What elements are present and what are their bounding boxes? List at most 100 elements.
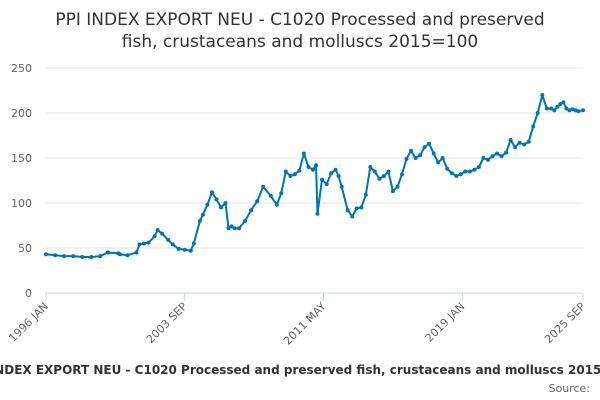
- data-point[interactable]: [182, 247, 187, 252]
- data-point[interactable]: [137, 242, 142, 247]
- data-point[interactable]: [62, 254, 67, 259]
- data-point[interactable]: [209, 190, 214, 195]
- data-point[interactable]: [197, 219, 202, 223]
- data-point[interactable]: [463, 169, 468, 174]
- data-point[interactable]: [404, 156, 409, 161]
- data-point[interactable]: [395, 184, 400, 189]
- data-point[interactable]: [166, 237, 171, 242]
- data-point[interactable]: [549, 106, 554, 111]
- data-point[interactable]: [570, 107, 575, 112]
- data-point[interactable]: [200, 212, 205, 217]
- data-point[interactable]: [495, 151, 499, 156]
- data-point[interactable]: [544, 106, 549, 111]
- legend-label[interactable]: PPI INDEX EXPORT NEU - C1020 Processed a…: [0, 363, 600, 377]
- data-point[interactable]: [288, 174, 293, 178]
- data-point[interactable]: [561, 100, 566, 105]
- data-point[interactable]: [359, 205, 364, 210]
- data-point[interactable]: [499, 154, 504, 159]
- data-point[interactable]: [368, 165, 373, 169]
- data-point[interactable]: [531, 124, 536, 129]
- data-point[interactable]: [44, 252, 48, 257]
- data-point[interactable]: [191, 241, 196, 246]
- data-point[interactable]: [155, 228, 160, 232]
- data-point[interactable]: [490, 154, 495, 159]
- data-point[interactable]: [567, 108, 572, 113]
- data-point[interactable]: [558, 102, 563, 106]
- data-point[interactable]: [390, 189, 395, 194]
- data-point[interactable]: [125, 253, 130, 258]
- data-point[interactable]: [219, 205, 223, 210]
- data-point[interactable]: [476, 165, 481, 169]
- data-point[interactable]: [336, 174, 341, 178]
- data-point[interactable]: [80, 255, 85, 259]
- data-point[interactable]: [176, 246, 181, 251]
- data-point[interactable]: [454, 174, 459, 178]
- data-point[interactable]: [229, 224, 234, 229]
- data-point[interactable]: [274, 202, 279, 207]
- data-point[interactable]: [333, 167, 338, 172]
- data-point[interactable]: [339, 184, 344, 189]
- data-point[interactable]: [513, 145, 518, 150]
- data-point[interactable]: [152, 234, 157, 239]
- data-point[interactable]: [261, 184, 266, 189]
- data-point[interactable]: [105, 250, 110, 255]
- data-point[interactable]: [315, 211, 320, 216]
- data-point[interactable]: [413, 156, 418, 160]
- data-point[interactable]: [427, 141, 432, 146]
- data-point[interactable]: [345, 208, 350, 213]
- data-point[interactable]: [418, 153, 423, 158]
- data-point[interactable]: [436, 160, 441, 165]
- data-point[interactable]: [53, 253, 58, 258]
- data-point[interactable]: [292, 172, 297, 177]
- data-point[interactable]: [354, 206, 359, 211]
- data-point[interactable]: [249, 208, 254, 213]
- data-point[interactable]: [314, 163, 318, 168]
- data-point[interactable]: [576, 109, 581, 114]
- data-point[interactable]: [117, 252, 122, 257]
- data-point[interactable]: [409, 148, 413, 153]
- data-point[interactable]: [386, 169, 391, 174]
- data-point[interactable]: [581, 108, 585, 113]
- data-point[interactable]: [301, 151, 306, 156]
- data-point[interactable]: [552, 108, 557, 113]
- data-point[interactable]: [504, 150, 509, 155]
- data-point[interactable]: [268, 193, 273, 198]
- data-point[interactable]: [320, 177, 324, 182]
- data-point[interactable]: [472, 167, 477, 172]
- data-point[interactable]: [324, 182, 329, 187]
- data-point[interactable]: [440, 156, 445, 160]
- data-point[interactable]: [71, 254, 76, 259]
- data-point[interactable]: [283, 169, 288, 174]
- data-point[interactable]: [467, 169, 472, 174]
- data-point[interactable]: [522, 142, 527, 147]
- data-point[interactable]: [372, 169, 377, 174]
- data-point[interactable]: [311, 167, 315, 172]
- series-line[interactable]: [45, 94, 584, 258]
- data-point[interactable]: [481, 156, 486, 160]
- data-point[interactable]: [381, 174, 386, 178]
- data-point[interactable]: [160, 231, 165, 236]
- data-point[interactable]: [329, 171, 334, 176]
- data-point[interactable]: [243, 219, 248, 223]
- data-point[interactable]: [573, 108, 578, 113]
- data-point[interactable]: [226, 226, 231, 231]
- data-point[interactable]: [89, 255, 94, 259]
- data-point[interactable]: [486, 157, 490, 162]
- data-point[interactable]: [134, 250, 139, 255]
- data-point[interactable]: [306, 165, 311, 169]
- data-point[interactable]: [564, 106, 569, 111]
- data-point[interactable]: [458, 172, 463, 177]
- data-point[interactable]: [205, 202, 210, 207]
- data-point[interactable]: [350, 214, 355, 219]
- data-point[interactable]: [146, 240, 151, 245]
- data-point[interactable]: [535, 111, 540, 115]
- data-point[interactable]: [214, 197, 219, 202]
- data-point[interactable]: [279, 191, 284, 196]
- data-point[interactable]: [400, 172, 404, 177]
- data-point[interactable]: [363, 192, 368, 197]
- data-point[interactable]: [517, 140, 522, 145]
- data-point[interactable]: [142, 241, 146, 246]
- data-point[interactable]: [223, 201, 228, 205]
- data-point[interactable]: [237, 226, 242, 231]
- data-point[interactable]: [188, 248, 193, 253]
